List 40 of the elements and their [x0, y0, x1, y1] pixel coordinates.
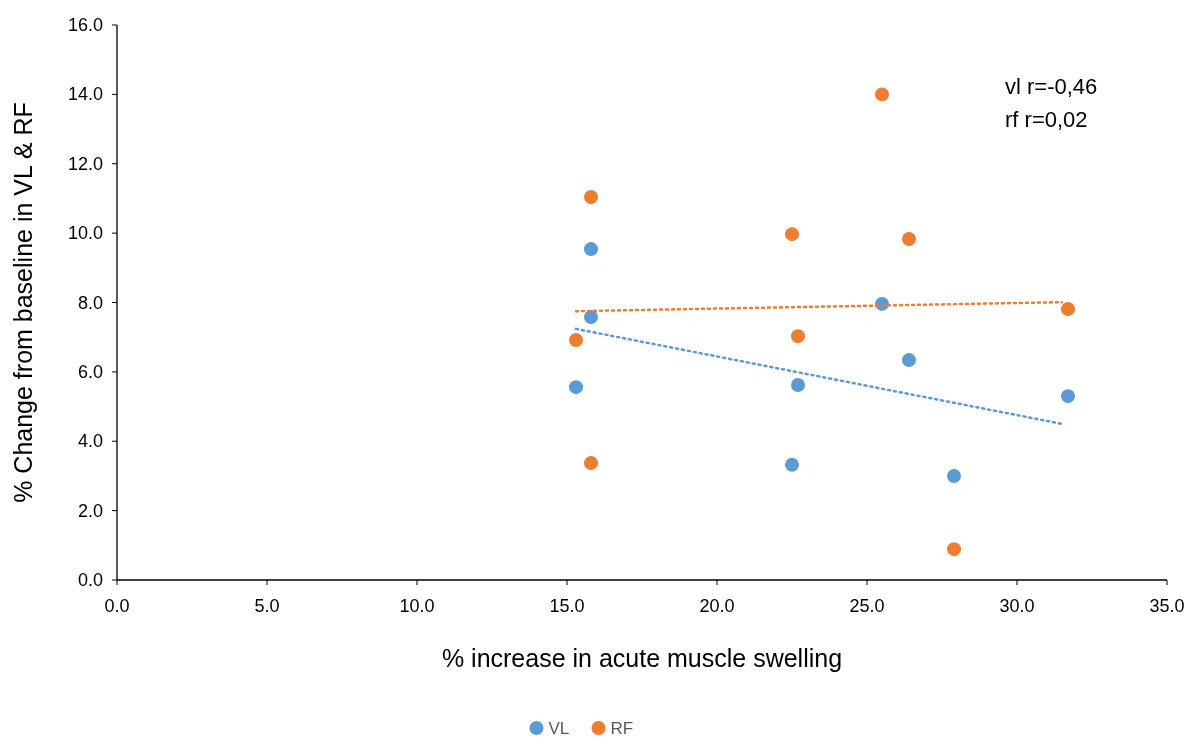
y-axis-title: % Change from baseline in VL & RF	[9, 102, 37, 503]
point	[1061, 302, 1075, 317]
point	[584, 190, 598, 205]
point	[569, 380, 583, 395]
x-tick-label: 25.0	[849, 596, 885, 616]
x-tick-label: 5.0	[254, 596, 280, 616]
x-tick-label: 15.0	[549, 596, 585, 616]
y-tick-label: 4.0	[77, 431, 103, 452]
x-axis-title: % increase in acute muscle swelling	[441, 644, 843, 672]
y-tick-label: 8.0	[77, 292, 103, 313]
x-tick-label: 20.0	[699, 596, 735, 616]
point	[584, 456, 598, 471]
point	[584, 310, 598, 325]
point	[1061, 389, 1075, 404]
point	[785, 457, 799, 472]
y-tick-label: 6.0	[77, 361, 103, 382]
point	[902, 232, 916, 247]
annotation: rf r=0,02	[1005, 107, 1088, 132]
point	[902, 353, 916, 368]
point	[569, 332, 583, 347]
annotation: vl r=-0,46	[1005, 74, 1098, 99]
legend-label: VL	[548, 719, 570, 738]
y-tick-label: 0.0	[77, 570, 103, 590]
legend-label: RF	[610, 719, 634, 738]
point	[947, 468, 961, 483]
y-tick-label: 2.0	[77, 500, 103, 521]
point	[947, 542, 961, 557]
y-tick-label: 16.0	[67, 15, 103, 35]
point	[785, 227, 799, 242]
point	[791, 378, 805, 393]
point	[791, 329, 805, 344]
x-tick-label: 30.0	[999, 596, 1035, 616]
y-tick-label: 14.0	[67, 84, 103, 105]
point	[584, 242, 598, 257]
y-tick-label: 12.0	[67, 153, 103, 174]
x-tick-label: 0.0	[104, 596, 130, 616]
x-tick-label: 35.0	[1149, 596, 1185, 616]
point	[875, 87, 889, 102]
x-tick-label: 10.0	[399, 596, 435, 616]
y-tick-label: 10.0	[67, 223, 103, 244]
